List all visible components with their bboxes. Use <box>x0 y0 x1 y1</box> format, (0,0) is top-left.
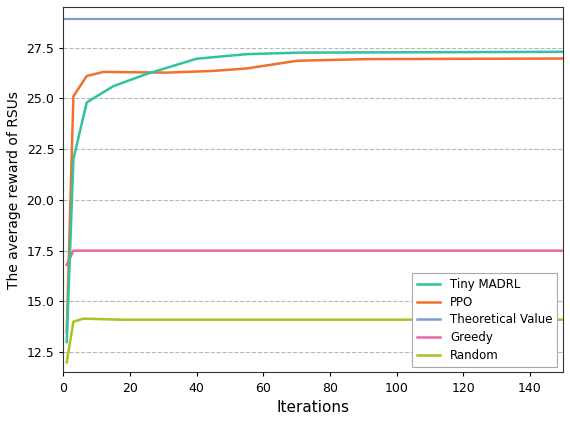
Tiny MADRL <box>560 49 567 54</box>
Line: Random: Random <box>67 319 563 362</box>
PPO <box>406 57 413 62</box>
Greedy <box>263 248 270 253</box>
Random <box>477 317 483 322</box>
Random <box>560 317 567 322</box>
Random <box>263 317 270 322</box>
Tiny MADRL <box>406 50 413 55</box>
PPO <box>226 67 233 72</box>
Theoretical Value <box>63 16 70 22</box>
Greedy <box>410 248 417 253</box>
Tiny MADRL <box>323 50 330 55</box>
Y-axis label: The average reward of RSUs: The average reward of RSUs <box>7 91 21 289</box>
PPO <box>260 63 267 68</box>
Tiny MADRL <box>343 50 350 55</box>
Legend: Tiny MADRL, PPO, Theoretical Value, Greedy, Random: Tiny MADRL, PPO, Theoretical Value, Gree… <box>412 273 557 367</box>
Greedy <box>477 248 483 253</box>
Theoretical Value <box>60 16 67 22</box>
Greedy <box>560 248 567 253</box>
Tiny MADRL <box>63 339 70 344</box>
Tiny MADRL <box>473 49 480 54</box>
Greedy <box>230 248 237 253</box>
PPO <box>323 57 330 62</box>
Line: Tiny MADRL: Tiny MADRL <box>67 52 563 342</box>
PPO <box>560 56 567 61</box>
Line: Greedy: Greedy <box>67 251 563 265</box>
Random <box>80 316 87 321</box>
Tiny MADRL <box>226 53 233 58</box>
PPO <box>343 57 350 62</box>
Random <box>63 360 70 365</box>
Random <box>230 317 237 322</box>
X-axis label: Iterations: Iterations <box>276 400 350 415</box>
Random <box>410 317 417 322</box>
PPO <box>473 56 480 61</box>
Greedy <box>327 248 333 253</box>
Random <box>327 317 333 322</box>
Greedy <box>63 262 70 268</box>
Greedy <box>347 248 353 253</box>
PPO <box>63 329 70 334</box>
Random <box>347 317 353 322</box>
Line: PPO: PPO <box>67 59 563 332</box>
Greedy <box>70 248 77 253</box>
Tiny MADRL <box>260 51 267 56</box>
